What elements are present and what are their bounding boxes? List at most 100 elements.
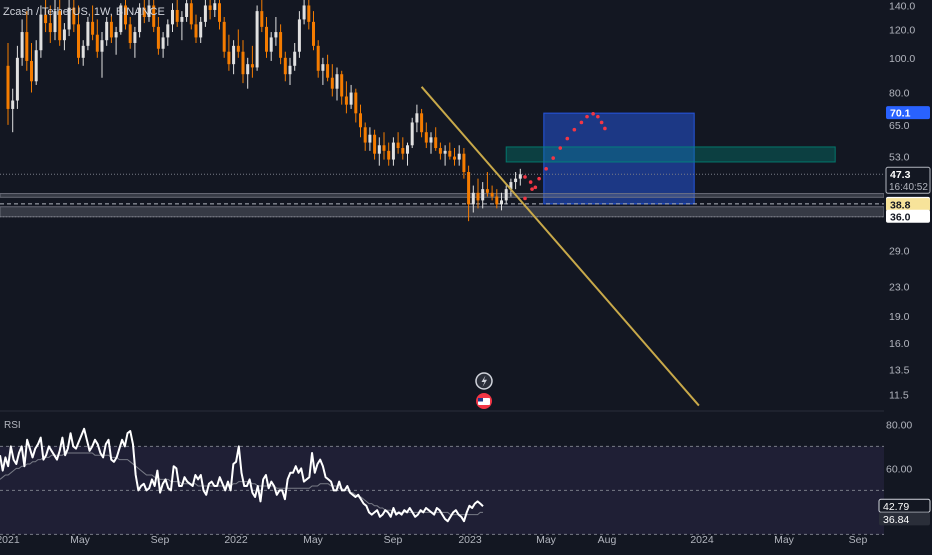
candle xyxy=(410,117,414,149)
entry-zone[interactable] xyxy=(505,146,836,163)
candle-body xyxy=(77,24,80,58)
candle-body xyxy=(152,5,156,27)
candle xyxy=(147,0,151,22)
candle xyxy=(199,16,203,43)
candle-body xyxy=(194,24,198,38)
price-tick-label: 23.0 xyxy=(889,282,910,294)
rsi-value-label: 42.79 xyxy=(878,498,931,513)
candle xyxy=(124,0,127,30)
price-tick-label: 140.0 xyxy=(889,0,915,12)
price-label-bg xyxy=(886,198,930,212)
candle-body xyxy=(354,92,358,114)
candle-body xyxy=(312,21,315,46)
candle xyxy=(415,104,419,133)
candle xyxy=(509,178,513,197)
time-tick-label: Sep xyxy=(151,534,170,546)
price-axis-bg xyxy=(884,0,932,550)
time-tick-label: May xyxy=(70,534,91,546)
candle xyxy=(39,5,43,58)
candle-body xyxy=(199,21,203,38)
event-icons[interactable] xyxy=(475,372,493,409)
projection-point xyxy=(523,196,527,201)
candle xyxy=(72,0,76,33)
candle-body xyxy=(91,21,95,35)
candle-body xyxy=(203,5,207,22)
support-band-1[interactable] xyxy=(0,193,885,198)
candle-body xyxy=(274,32,278,38)
candle xyxy=(467,165,471,222)
candle-body xyxy=(340,74,344,97)
projection-point xyxy=(544,167,548,171)
candle-body xyxy=(34,50,38,82)
candle xyxy=(302,0,306,25)
candle xyxy=(340,70,344,105)
candle xyxy=(500,192,503,211)
candle xyxy=(429,132,433,154)
candle-body xyxy=(62,29,66,41)
price-axis[interactable]: 140.0 120.0 100.0 80.0 65.0 53.0 29.0 23.0 19.0 1… xyxy=(884,0,932,550)
candle xyxy=(109,14,113,43)
candle-body xyxy=(133,32,137,43)
time-tick-label: May xyxy=(303,534,324,546)
candle-body xyxy=(171,9,174,25)
candle-body xyxy=(185,3,189,17)
candle-body xyxy=(434,137,438,149)
candle-body xyxy=(20,32,24,58)
candle xyxy=(91,5,95,41)
candle xyxy=(293,42,297,71)
candle xyxy=(424,122,428,149)
candle-body xyxy=(147,5,151,17)
time-tick-label: Sep xyxy=(849,534,868,546)
rsi-tick-label: 60.00 xyxy=(886,463,912,475)
candle xyxy=(344,81,348,114)
candle xyxy=(391,137,395,166)
candle-body xyxy=(293,51,297,66)
price-label-text: 38.8 xyxy=(890,200,911,212)
candle xyxy=(30,42,33,93)
candle-body xyxy=(410,122,414,146)
candle xyxy=(241,40,245,84)
trendline-segment[interactable] xyxy=(420,86,700,407)
projection-point xyxy=(603,126,607,131)
projection-point xyxy=(530,187,534,191)
projection-point xyxy=(551,156,555,160)
candle xyxy=(246,57,250,89)
candle-body xyxy=(175,9,179,22)
time-axis[interactable]: 2021 May Sep 2022 May Sep 2023 May Aug 2024 May Sep xyxy=(0,534,867,546)
candle-body xyxy=(297,19,301,52)
rsi-label: RSI xyxy=(4,420,21,431)
candle-body xyxy=(401,148,405,154)
target-zone[interactable] xyxy=(543,112,695,205)
chart-title: Zcash / TetherUS, 1W, BINANCE xyxy=(3,6,165,18)
rsi-panel xyxy=(0,427,884,535)
candle-body xyxy=(485,189,489,193)
candle xyxy=(330,64,334,97)
candle-body xyxy=(39,14,43,51)
candle-body xyxy=(326,64,330,78)
price-label-text: 47.3 xyxy=(890,169,911,181)
candle-body xyxy=(227,51,231,65)
projection-point xyxy=(599,120,604,125)
candle-body xyxy=(213,3,217,10)
candle xyxy=(260,0,264,33)
price-label-text: 70.1 xyxy=(890,108,911,120)
candle xyxy=(321,57,325,85)
support-band-2[interactable] xyxy=(0,206,885,218)
candle-body xyxy=(53,11,57,33)
candle xyxy=(138,3,142,38)
candle-body xyxy=(514,178,518,183)
price-tick-label: 19.0 xyxy=(889,311,910,323)
candle-body xyxy=(462,153,466,173)
rsi-tick-label: 80.00 xyxy=(886,419,912,431)
price-tick-label: 11.5 xyxy=(889,389,909,401)
candle-body xyxy=(25,32,29,61)
candle xyxy=(269,32,273,61)
time-tick-label: 2024 xyxy=(690,534,714,546)
candle xyxy=(185,0,189,22)
candle xyxy=(77,5,80,65)
candle-body xyxy=(6,65,10,109)
candle xyxy=(382,132,386,160)
flash-icon-glyph xyxy=(481,375,487,387)
price-label-target: 70.1 xyxy=(886,106,930,120)
